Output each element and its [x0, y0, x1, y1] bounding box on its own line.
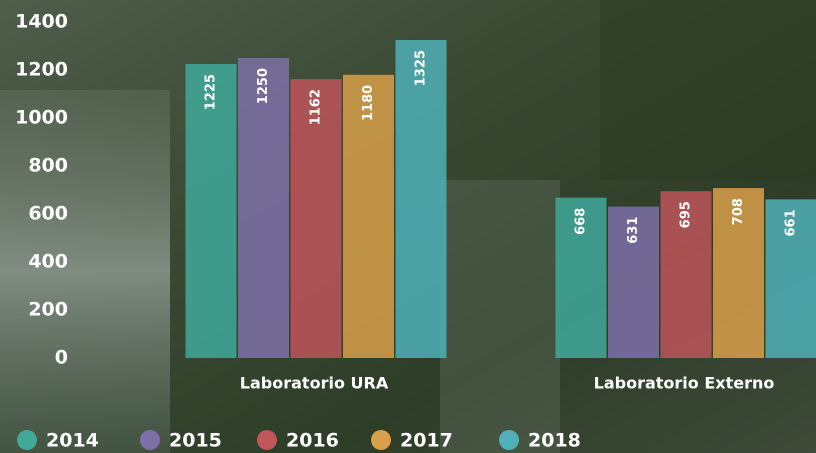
foliage	[600, 0, 816, 180]
legend-marker	[17, 430, 37, 450]
value-label: 1180	[361, 85, 376, 121]
y-tick-label: 0	[55, 347, 68, 369]
value-label: 661	[784, 209, 799, 236]
value-label: 1250	[256, 68, 271, 104]
rock	[440, 180, 560, 453]
y-tick-label: 600	[28, 203, 68, 225]
legend-label: 2017	[400, 430, 453, 452]
y-tick-label: 400	[28, 251, 68, 273]
value-label: 708	[731, 198, 746, 225]
y-tick-label: 1200	[15, 59, 68, 81]
legend-marker	[499, 430, 519, 450]
x-tick-label: Laboratorio Externo	[594, 374, 775, 393]
legend-marker	[140, 430, 160, 450]
waterfall	[0, 90, 170, 453]
value-label: 1162	[309, 89, 324, 125]
y-tick-label: 1000	[15, 107, 68, 129]
x-tick-label: Laboratorio URA	[240, 374, 389, 393]
legend-label: 2016	[286, 430, 339, 452]
chart: 0 200 400 600 800 1000 1200 1400 Laboratorio URA…	[0, 0, 816, 453]
legend-label: 2018	[528, 430, 581, 452]
y-tick-label: 200	[28, 299, 68, 321]
value-label: 1225	[204, 74, 219, 110]
legend-label: 2015	[169, 430, 222, 452]
value-label: 695	[679, 201, 694, 228]
bar	[396, 40, 447, 358]
legend-marker	[371, 430, 391, 450]
value-label: 1325	[414, 50, 429, 86]
value-label: 631	[626, 217, 641, 244]
value-label: 668	[574, 208, 589, 235]
y-tick-label: 800	[28, 155, 68, 177]
y-tick-label: 1400	[15, 11, 68, 33]
legend-marker	[257, 430, 277, 450]
legend-label: 2014	[46, 430, 99, 452]
